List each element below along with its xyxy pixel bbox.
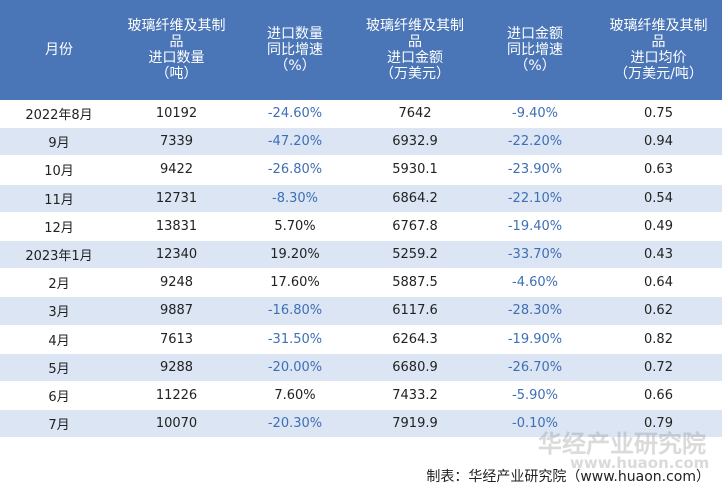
table-cell: 0.66 <box>595 381 722 411</box>
table-row: 2023年1月 12340 19.20% 5259.2 -33.70% 0.43 <box>0 240 722 270</box>
table-cell: -23.90% <box>475 155 595 185</box>
table-cell: 0.82 <box>595 325 722 354</box>
table-cell: 5930.1 <box>355 155 475 185</box>
table-cell: 6864.2 <box>355 184 475 213</box>
table-cell: 0.43 <box>595 240 722 270</box>
table-cell: -4.60% <box>475 268 595 298</box>
table-cell: 0.64 <box>595 268 722 298</box>
table-row: 4月 7613 -31.50% 6264.3 -19.90% 0.82 <box>0 325 722 354</box>
table-cell: -26.80% <box>235 155 355 185</box>
table-cell: -19.40% <box>475 212 595 241</box>
table-cell: -24.60% <box>235 100 355 129</box>
table-row: 5月 9288 -20.00% 6680.9 -26.70% 0.72 <box>0 353 722 382</box>
table-cell: 7月 <box>0 409 118 439</box>
table-cell: 6932.9 <box>355 127 475 157</box>
footer: 制表：华经产业研究院（www.huaon.com） <box>426 469 710 485</box>
table-cell: 0.72 <box>595 353 722 382</box>
table-row: 2022年8月 10192 -24.60% 7642 -9.40% 0.75 <box>0 100 722 129</box>
table-body: 2022年8月 10192 -24.60% 7642 -9.40% 0.75 9月 7339-… <box>0 100 722 439</box>
table-cell: 2023年1月 <box>0 240 118 270</box>
table-cell: -22.10% <box>475 184 595 213</box>
table-cell: 5月 <box>0 353 118 382</box>
table-row: 6月 11226 7.60% 7433.2 -5.90% 0.66 <box>0 381 722 411</box>
table-cell: 9288 <box>118 353 235 382</box>
header-row: 月份 玻璃纤维及其制 品 进口数量 （吨） 进口数量 同比增速 （%） 玻璃纤维及其制… <box>0 0 722 100</box>
watermark-name: 华经产业研究院 <box>538 430 706 458</box>
table-cell: -20.00% <box>235 353 355 382</box>
table-cell: -31.50% <box>235 325 355 354</box>
table-cell: 10070 <box>118 409 235 439</box>
table-cell: 7642 <box>355 100 475 129</box>
table-row: 11月 12731 -8.30% 6864.2 -22.10% 0.54 <box>0 184 722 213</box>
table-cell: 0.49 <box>595 212 722 241</box>
table-cell: 2月 <box>0 268 118 298</box>
table-cell: -28.30% <box>475 296 595 326</box>
table-row: 2月 9248 17.60% 5887.5 -4.60% 0.64 <box>0 268 722 298</box>
table-row: 9月 7339 -47.20% 6932.9 -22.20% 0.94 <box>0 127 722 157</box>
table-cell: 13831 <box>118 212 235 241</box>
header-cell: 月份 <box>0 0 118 100</box>
table-cell: 0.62 <box>595 296 722 326</box>
table-cell: 10月 <box>0 155 118 185</box>
table-cell: 0.79 <box>595 409 722 439</box>
table-cell: -19.90% <box>475 325 595 354</box>
table-cell: -47.20% <box>235 127 355 157</box>
table-cell: 9422 <box>118 155 235 185</box>
table-cell: 17.60% <box>235 268 355 298</box>
watermark-url: www.huaon.com <box>570 454 710 472</box>
header-cell: 进口金额 同比增速 （%） <box>475 0 595 100</box>
table-cell: 5.70% <box>235 212 355 241</box>
header-cell: 玻璃纤维及其制 品 进口数量 （吨） <box>118 0 235 100</box>
header-cell: 玻璃纤维及其制 品 进口金额 （万美元） <box>355 0 475 100</box>
table-cell: 9887 <box>118 296 235 326</box>
table-cell: -22.20% <box>475 127 595 157</box>
table-row: 12月 13831 5.70% 6767.8 -19.40% 0.49 <box>0 212 722 241</box>
table-cell: 2022年8月 <box>0 100 118 129</box>
table-cell: -5.90% <box>475 381 595 411</box>
table-cell: 12月 <box>0 212 118 241</box>
table-cell: 11月 <box>0 184 118 213</box>
table-cell: 6月 <box>0 381 118 411</box>
table-cell: 0.75 <box>595 100 722 129</box>
table-cell: 6117.6 <box>355 296 475 326</box>
table-cell: 7433.2 <box>355 381 475 411</box>
table-cell: -26.70% <box>475 353 595 382</box>
table-cell: 3月 <box>0 296 118 326</box>
table-cell: 7613 <box>118 325 235 354</box>
table-row: 3月 9887 -16.80% 6117.6 -28.30% 0.62 <box>0 296 722 326</box>
table-cell: -16.80% <box>235 296 355 326</box>
table-cell: 6264.3 <box>355 325 475 354</box>
table-cell: -33.70% <box>475 240 595 270</box>
table-cell: -0.10% <box>475 409 595 439</box>
table-cell: 6767.8 <box>355 212 475 241</box>
data-table: 月份 玻璃纤维及其制 品 进口数量 （吨） 进口数量 同比增速 （%） 玻璃纤维及其制… <box>0 0 722 439</box>
table-cell: -9.40% <box>475 100 595 129</box>
table-cell: 19.20% <box>235 240 355 270</box>
table-cell: 7339 <box>118 127 235 157</box>
table-cell: 9248 <box>118 268 235 298</box>
table-row: 7月 10070 -20.30% 7919.9 -0.10% 0.79 <box>0 409 722 439</box>
table-cell: 0.94 <box>595 127 722 157</box>
table-row: 10月 9422 -26.80% 5930.1 -23.90% 0.63 <box>0 155 722 185</box>
table-cell: 12340 <box>118 240 235 270</box>
table-cell: 5259.2 <box>355 240 475 270</box>
table-cell: 0.63 <box>595 155 722 185</box>
table-cell: 6680.9 <box>355 353 475 382</box>
table-cell: 5887.5 <box>355 268 475 298</box>
table-cell: 11226 <box>118 381 235 411</box>
header-cell: 玻璃纤维及其制 品 进口均价 （万美元/吨） <box>595 0 722 100</box>
table-cell: 0.54 <box>595 184 722 213</box>
table-cell: 9月 <box>0 127 118 157</box>
header-cell: 进口数量 同比增速 （%） <box>235 0 355 100</box>
table-cell: 7.60% <box>235 381 355 411</box>
table-cell: -20.30% <box>235 409 355 439</box>
table-cell: 7919.9 <box>355 409 475 439</box>
table-cell: 12731 <box>118 184 235 213</box>
table-cell: -8.30% <box>235 184 355 213</box>
table-cell: 4月 <box>0 325 118 354</box>
table-cell: 10192 <box>118 100 235 129</box>
